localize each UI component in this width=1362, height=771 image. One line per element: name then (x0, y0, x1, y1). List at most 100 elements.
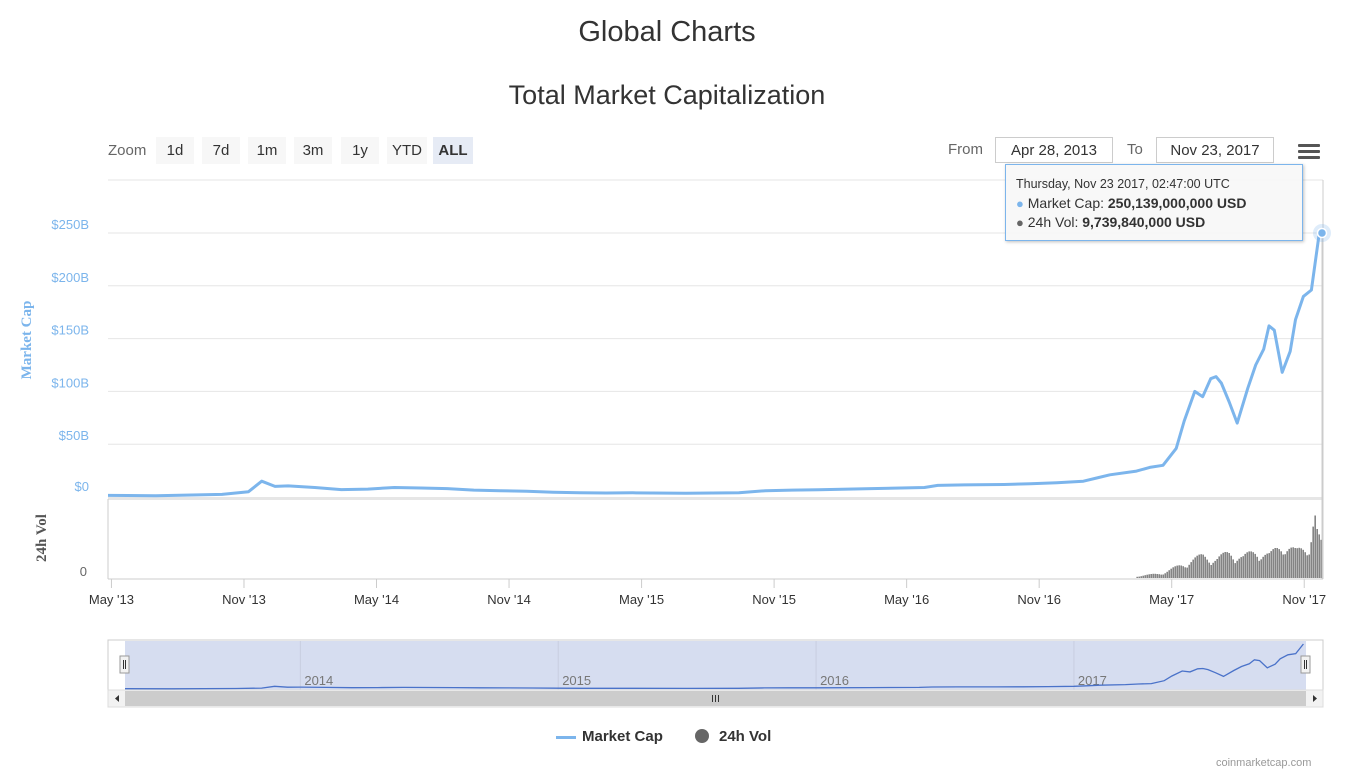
navigator-scrollbar[interactable] (107, 689, 1324, 708)
legend-item-24h-vol[interactable]: 24h Vol (695, 728, 771, 745)
volume-bar (1156, 574, 1158, 578)
y-tick-label: $200B (51, 270, 89, 285)
volume-bars (1136, 515, 1322, 578)
tooltip-market-cap-dot-icon: ● (1016, 196, 1024, 211)
zoom-7d-button[interactable]: 7d (202, 137, 240, 164)
to-label: To (1127, 141, 1143, 158)
volume-tick-label-0: 0 (80, 564, 87, 579)
volume-bar (1168, 570, 1170, 578)
scroll-left-arrow-icon[interactable] (115, 695, 119, 702)
volume-bar (1212, 562, 1214, 578)
credit-link[interactable]: coinmarketcap.com (1216, 757, 1312, 769)
x-tick-label: Nov '13 (222, 592, 266, 607)
volume-bar (1298, 547, 1300, 578)
volume-bar (1216, 559, 1218, 578)
volume-bar (1164, 573, 1166, 578)
volume-bar (1310, 542, 1312, 578)
x-tick-label: May '14 (354, 592, 399, 607)
volume-bar (1158, 574, 1160, 578)
volume-bar (1306, 555, 1308, 578)
tooltip-vol-dot-icon: ● (1016, 215, 1024, 230)
navigator-year-label: 2015 (562, 673, 591, 688)
hover-point[interactable] (1316, 227, 1328, 239)
volume-bar (1146, 574, 1148, 578)
navigator-year-label: 2014 (304, 673, 333, 688)
tooltip-date: Thursday, Nov 23 2017, 02:47:00 UTC (1016, 177, 1230, 191)
volume-bar (1194, 557, 1196, 578)
volume-bar (1266, 553, 1268, 578)
tooltip-vol-label: 24h Vol: (1027, 214, 1079, 230)
volume-bar (1174, 566, 1176, 578)
navigator-series-line (124, 643, 1304, 690)
y-tick-label: $250B (51, 217, 89, 232)
volume-bar (1138, 576, 1140, 578)
x-tick-label: Nov '15 (752, 592, 796, 607)
volume-bar (1260, 559, 1262, 578)
volume-axis-title: 24h Vol (34, 514, 50, 562)
zoom-3m-button[interactable]: 3m (294, 137, 332, 164)
legend-item-market-cap[interactable]: Market Cap (556, 728, 663, 745)
volume-bar (1184, 567, 1186, 578)
volume-bar (1160, 574, 1162, 578)
legend-market-cap-label: Market Cap (582, 728, 663, 745)
volume-bar (1242, 556, 1244, 578)
volume-bar (1180, 565, 1182, 578)
x-tick-label: Nov '16 (1017, 592, 1061, 607)
from-date-input[interactable]: Apr 28, 2013 (995, 137, 1113, 163)
zoom-1y-button[interactable]: 1y (341, 137, 379, 164)
volume-bar (1192, 559, 1194, 578)
x-tick-label: May '15 (619, 592, 664, 607)
navigator-selection[interactable] (125, 641, 1306, 690)
volume-bar (1136, 576, 1138, 578)
volume-bar (1232, 559, 1234, 578)
zoom-1d-button[interactable]: 1d (156, 137, 194, 164)
volume-bar (1204, 556, 1206, 578)
volume-bar (1198, 554, 1200, 578)
navigator-gridlines: 2014 2015 2016 2017 (299, 641, 1107, 690)
volume-bar (1252, 552, 1254, 578)
tooltip-market-cap-label: Market Cap: (1027, 195, 1104, 211)
navigator-year-label: 2016 (820, 673, 849, 688)
volume-bar (1238, 558, 1240, 578)
volume-bar (1294, 548, 1296, 578)
volume-bar (1270, 551, 1272, 578)
zoom-1m-button[interactable]: 1m (248, 137, 286, 164)
market-cap-series-line (107, 232, 1321, 498)
volume-bar (1142, 575, 1144, 578)
volume-bar (1268, 553, 1270, 578)
to-date-input[interactable]: Nov 23, 2017 (1156, 137, 1274, 163)
volume-bar (1274, 548, 1276, 578)
volume-bar (1206, 559, 1208, 578)
volume-bar (1170, 568, 1172, 578)
volume-bar (1154, 573, 1156, 578)
volume-bar (1312, 526, 1314, 578)
line-icon (556, 735, 576, 739)
zoom-ytd-button[interactable]: YTD (387, 137, 427, 164)
legend: Market Cap 24h Vol (0, 728, 1334, 748)
navigator-right-handle[interactable] (1300, 655, 1311, 674)
volume-bar (1188, 564, 1190, 578)
y-tick-label: $100B (51, 375, 89, 390)
tooltip: Thursday, Nov 23 2017, 02:47:00 UTC ● Ma… (1005, 164, 1303, 241)
navigator[interactable]: 2014 2015 2016 2017 (107, 639, 1324, 691)
volume-bar (1166, 571, 1168, 578)
volume-bar (1140, 576, 1142, 578)
y-tick-labels: $0 $50B $100B $150B $200B $250B (51, 217, 89, 494)
volume-bar (1162, 574, 1164, 578)
scroll-right-arrow-icon[interactable] (1313, 695, 1317, 702)
zoom-all-button[interactable]: ALL (433, 137, 473, 164)
volume-bar (1316, 529, 1318, 578)
volume-bar (1178, 565, 1180, 578)
volume-bar (1152, 573, 1154, 578)
chart-title: Total Market Capitalization (508, 80, 826, 110)
legend-vol-label: 24h Vol (719, 728, 772, 745)
volume-bar (1176, 565, 1178, 578)
volume-bar (1148, 574, 1150, 578)
volume-bar (1218, 556, 1220, 578)
hamburger-menu-icon[interactable] (1298, 144, 1320, 160)
volume-bar (1264, 554, 1266, 578)
volume-bar (1314, 515, 1316, 578)
volume-bar (1208, 562, 1210, 578)
navigator-left-handle[interactable] (119, 655, 130, 674)
